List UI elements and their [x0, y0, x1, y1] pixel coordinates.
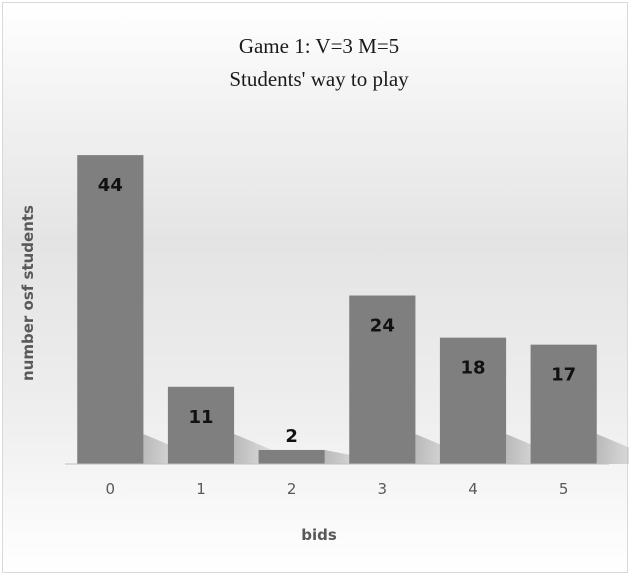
bar-5	[530, 344, 597, 464]
data-label: 44	[98, 175, 123, 196]
bars	[77, 155, 597, 464]
data-labels: 44 11 2 24 18 17	[98, 175, 576, 447]
x-tick-label: 4	[468, 480, 478, 498]
x-tick-label: 0	[106, 480, 116, 498]
data-label: 18	[460, 358, 485, 379]
bar-3	[349, 295, 416, 464]
x-tick-label: 5	[559, 480, 569, 498]
x-tick-label: 2	[287, 480, 297, 498]
data-label: 17	[551, 365, 576, 386]
data-label: 24	[370, 316, 395, 337]
bar-2	[258, 449, 325, 464]
data-label: 11	[188, 407, 213, 428]
bar-0	[77, 155, 144, 464]
bar-4	[439, 337, 507, 464]
bar-shadow	[596, 434, 629, 464]
y-axis-title: number osf students	[19, 205, 37, 381]
chart-title: Game 1: V=3 M=5	[239, 34, 399, 58]
bar-chart: 0 1 2 3 4 5 44 11 2 24 18 17 Game 1: V=3 M=5 Stude…	[19, 34, 629, 544]
chart-subtitle: Students' way to play	[229, 67, 409, 91]
x-tick-label: 3	[378, 480, 388, 498]
x-tick-labels: 0 1 2 3 4 5	[106, 480, 569, 498]
x-axis-title: bids	[301, 526, 337, 544]
x-tick-label: 1	[196, 480, 206, 498]
data-label: 2	[285, 426, 298, 447]
bar-1	[167, 386, 235, 464]
